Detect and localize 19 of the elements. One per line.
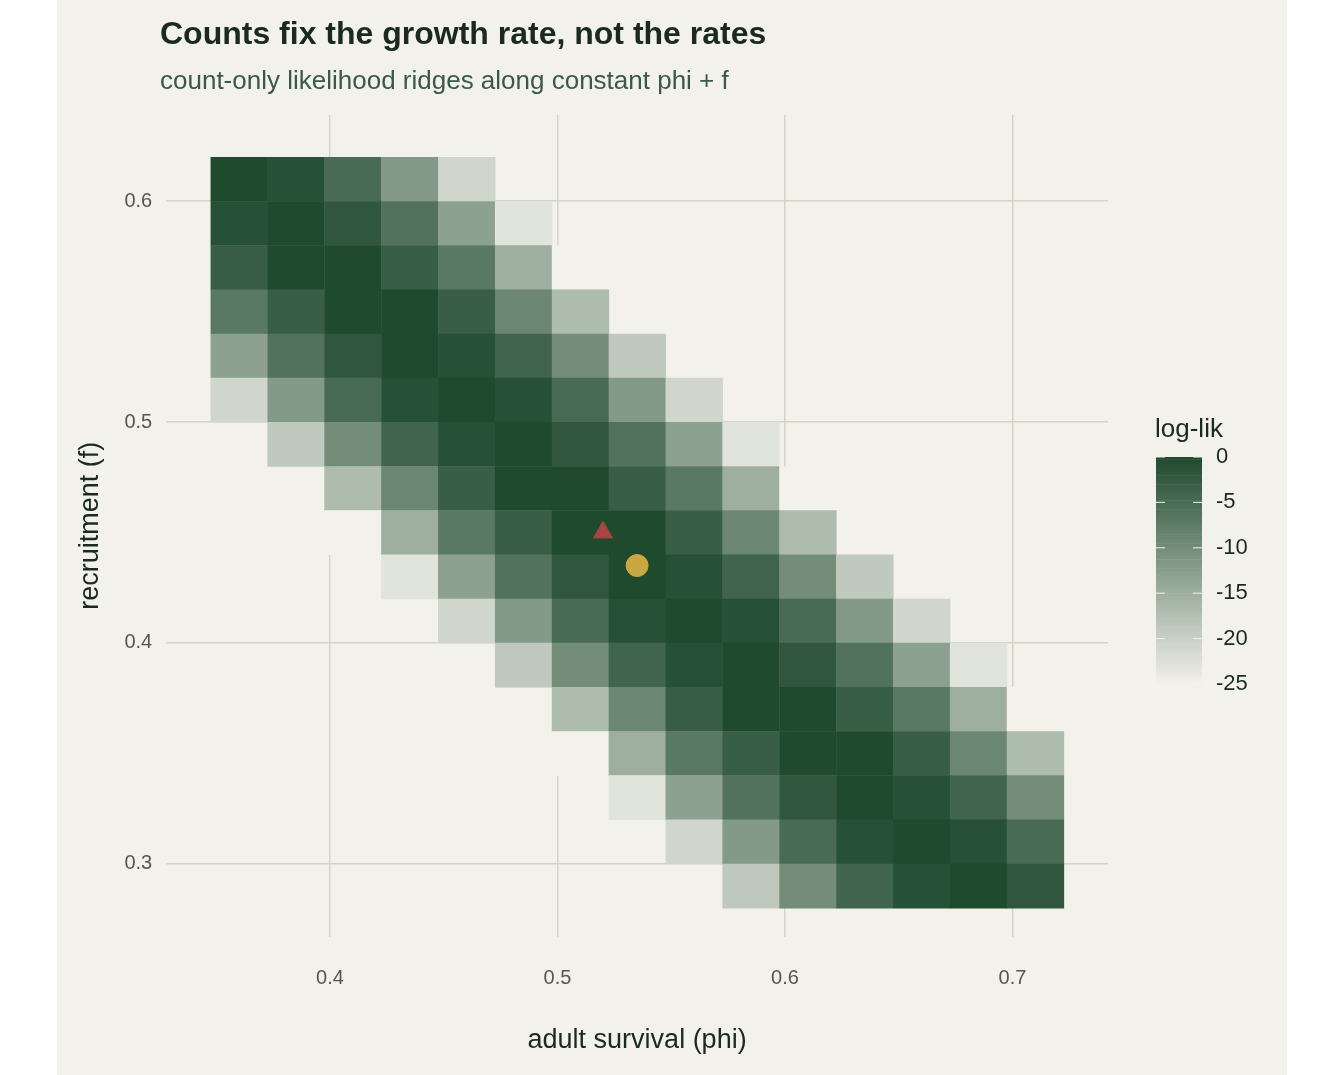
y-tick-label: 0.6: [124, 188, 153, 211]
x-tick-label: 0.7: [998, 966, 1027, 989]
color-bar-label: -25: [1216, 670, 1248, 696]
y-tick-label: 0.3: [124, 851, 153, 874]
y-axis-title: recruitment (f): [73, 441, 104, 610]
color-bar-label: -5: [1216, 488, 1236, 514]
chart-subtitle: count-only likelihood ridges along constant phi + f: [160, 65, 730, 95]
color-bar-label: 0: [1216, 443, 1229, 469]
color-bar-title: log-lik: [1155, 413, 1224, 443]
x-axis-title: adult survival (phi): [527, 1024, 747, 1055]
chart-title: Counts fix the growth rate, not the rates: [160, 15, 767, 51]
x-tick-label: 0.5: [543, 966, 572, 989]
x-tick-label: 0.4: [316, 966, 344, 989]
x-tick-label: 0.6: [771, 966, 799, 989]
y-tick-label: 0.5: [124, 409, 153, 432]
color-bar-label: -15: [1216, 579, 1248, 605]
color-bar-label: -10: [1216, 533, 1248, 559]
color-bar-label: -20: [1216, 624, 1248, 650]
y-tick-label: 0.4: [124, 630, 153, 653]
